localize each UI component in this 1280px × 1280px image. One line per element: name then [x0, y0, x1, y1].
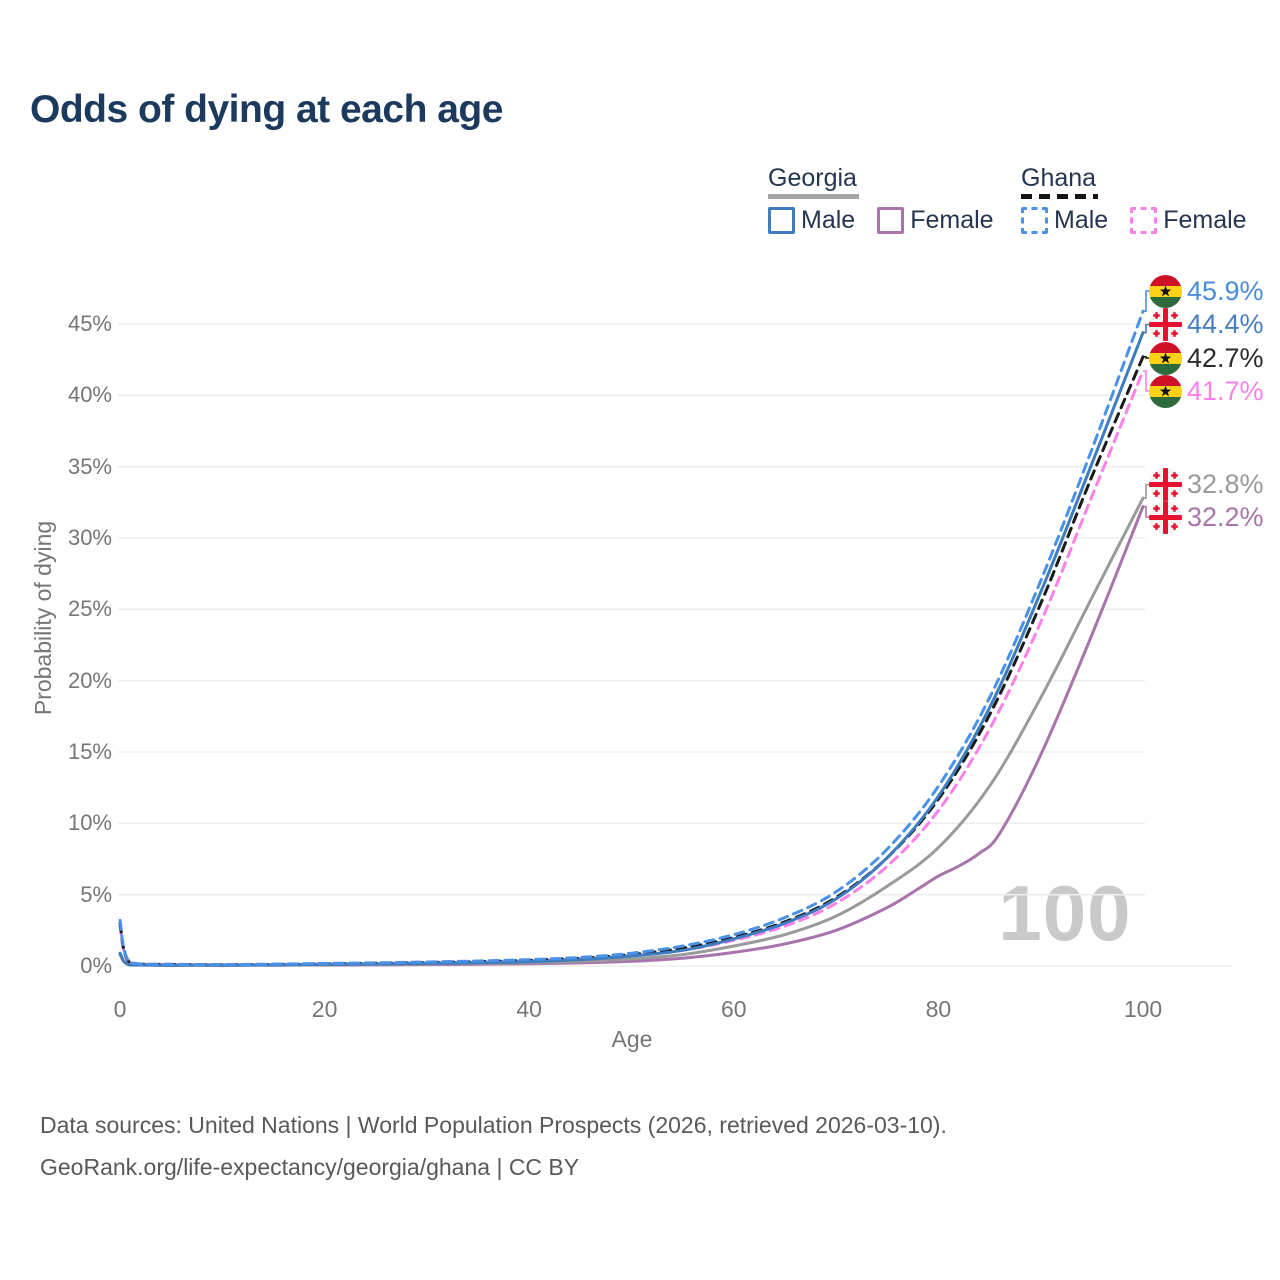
y-tick-label: 20% — [67, 667, 112, 693]
end-label-value: 32.2% — [1187, 501, 1264, 532]
x-tick-label: 100 — [1123, 996, 1163, 1022]
ghana-flag-icon — [1149, 275, 1182, 308]
ghana-male-swatch-icon — [1021, 207, 1048, 234]
leader-line — [1143, 356, 1150, 359]
legend-entry-ghana-female[interactable]: Female — [1130, 206, 1247, 235]
leader-line — [1143, 323, 1150, 334]
y-tick-label: 35% — [67, 453, 112, 479]
end-label-ghana-female: 41.7% — [1149, 374, 1264, 408]
georgia-female-swatch-icon — [877, 207, 905, 234]
ghana-flag-icon — [1149, 342, 1182, 375]
legend-entry-georgia-male[interactable]: Male — [768, 206, 855, 235]
sources-line-1: Data sources: United Nations | World Pop… — [40, 1112, 947, 1138]
legend-georgia-female-label: Female — [910, 206, 994, 234]
ghana-female-swatch-icon — [1130, 207, 1158, 234]
legend-georgia-male-label: Male — [801, 206, 856, 234]
legend-ghana-male-label: Male — [1054, 206, 1109, 234]
y-tick-label: 25% — [67, 596, 112, 622]
end-label-georgia-male: 44.4% — [1149, 308, 1264, 342]
end-label-ghana-male: 45.9% — [1149, 274, 1264, 308]
end-label-value: 44.4% — [1187, 309, 1264, 339]
leader-line — [1143, 505, 1150, 518]
sources-line-2: GeoRank.org/life-expectancy/georgia/ghan… — [40, 1154, 580, 1180]
y-tick-label: 10% — [67, 810, 112, 836]
x-tick-label: 60 — [721, 996, 747, 1022]
chart-title: Odds of dying at each age — [30, 88, 503, 131]
legend-georgia-solid-line-swatch — [768, 194, 859, 199]
legend-entry-georgia-female[interactable]: Female — [877, 206, 994, 235]
end-label-value: 42.7% — [1187, 342, 1264, 373]
ghana-flag-icon — [1149, 375, 1182, 408]
legend-ghana-female-label: Female — [1163, 206, 1247, 234]
legend-ghana-dashed-line-swatch — [1021, 194, 1098, 199]
series-line-ghana-both-sexes — [118, 355, 1145, 967]
legend-ghana-label: Ghana — [1021, 164, 1097, 192]
y-tick-label: 0% — [80, 953, 112, 978]
legend-entry-ghana-male[interactable]: Male — [1021, 206, 1108, 235]
gridlines — [118, 323, 1232, 967]
end-label-georgia-both: 32.8% — [1149, 468, 1264, 502]
series-line-ghana-male — [118, 309, 1145, 967]
georgia-male-swatch-icon — [768, 207, 795, 234]
georgia-flag-icon — [1149, 308, 1182, 341]
x-tick-label: 80 — [925, 996, 952, 1022]
end-label-value: 41.7% — [1187, 375, 1264, 406]
end-label-ghana-both: 42.7% — [1149, 341, 1264, 375]
end-label-value: 45.9% — [1187, 275, 1264, 306]
georgia-flag-icon — [1149, 501, 1182, 534]
leader-lines — [1143, 290, 1150, 518]
y-axis-title: Probability of dying — [30, 520, 56, 716]
x-tick-label: 0 — [113, 996, 127, 1022]
series-line-ghana-female — [118, 369, 1145, 967]
y-tick-label: 5% — [80, 881, 112, 907]
x-axis-title: Age — [611, 1026, 653, 1052]
end-label-value: 32.8% — [1187, 469, 1264, 499]
y-tick-label: 45% — [67, 311, 112, 336]
series-line-georgia-female — [118, 505, 1145, 968]
watermark-age-100: 100 — [998, 869, 1132, 957]
y-tick-label: 40% — [67, 382, 112, 408]
data-sources: Data sources: United Nations | World Pop… — [40, 1104, 947, 1188]
series-lines — [118, 309, 1145, 968]
x-tick-label: 20 — [311, 996, 338, 1022]
leader-line — [1143, 290, 1150, 312]
y-tick-label: 30% — [67, 525, 112, 550]
georgia-flag-icon — [1149, 468, 1182, 501]
end-label-georgia-female: 32.2% — [1149, 500, 1264, 534]
series-line-georgia-male — [118, 331, 1145, 967]
leader-line — [1143, 370, 1150, 392]
x-tick-label: 40 — [516, 996, 542, 1022]
legend-georgia-label: Georgia — [768, 164, 857, 192]
y-tick-label: 15% — [67, 739, 112, 764]
leader-line — [1143, 483, 1150, 499]
